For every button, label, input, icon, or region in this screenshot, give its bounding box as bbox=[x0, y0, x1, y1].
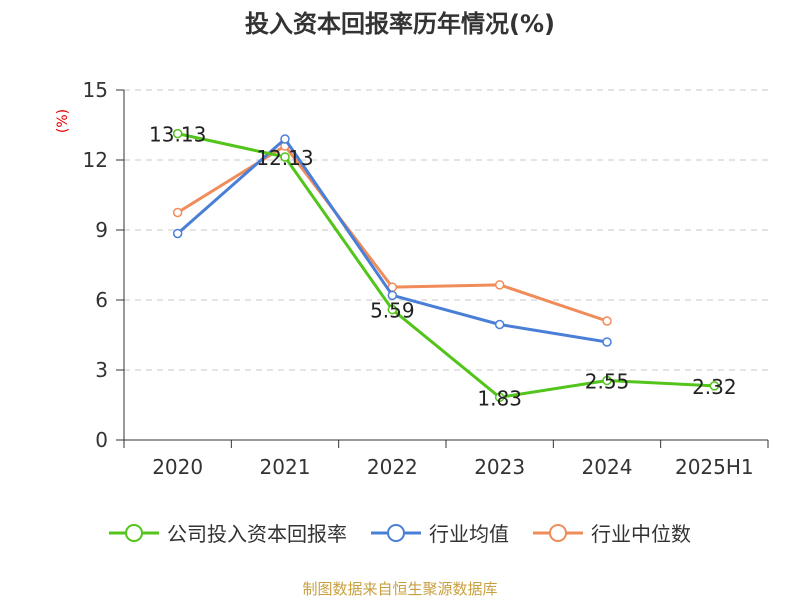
legend-swatch-icon bbox=[109, 523, 159, 542]
data-point bbox=[602, 337, 612, 347]
data-label: 1.83 bbox=[477, 386, 522, 410]
data-label: 2.32 bbox=[692, 375, 737, 399]
data-point bbox=[709, 381, 720, 391]
axes: 0 3 6 9 12 15 2020 2021 2022 2023 2024 2025H1 bbox=[83, 78, 769, 479]
y-tick-label: 12 bbox=[83, 148, 108, 172]
data-point bbox=[172, 128, 183, 139]
y-tick-label: 3 bbox=[95, 358, 108, 382]
data-source-note: 制图数据来自恒生聚源数据库 bbox=[302, 580, 498, 598]
legend-item[interactable]: 行业中位数 bbox=[533, 518, 691, 547]
chart-title: 投入资本回报率历年情况(%) bbox=[245, 10, 555, 38]
series-line-0 bbox=[177, 132, 715, 399]
data-point bbox=[494, 392, 505, 403]
legend: 公司投入资本回报率 行业均值 行业中位数 bbox=[0, 518, 800, 547]
y-tick-label: 15 bbox=[83, 78, 108, 102]
data-point bbox=[172, 207, 183, 218]
x-tick-label: 2021 bbox=[260, 455, 311, 479]
series-lines bbox=[172, 128, 720, 403]
data-point bbox=[280, 134, 290, 144]
data-label: 5.59 bbox=[370, 299, 415, 323]
x-tick-label: 2020 bbox=[152, 455, 203, 479]
legend-swatch-icon bbox=[371, 523, 421, 542]
data-point bbox=[387, 290, 398, 301]
data-labels: 13.13 12.13 5.59 1.83 2.55 2.32 bbox=[149, 123, 737, 411]
data-point bbox=[494, 319, 505, 330]
legend-label: 公司投入资本回报率 bbox=[167, 522, 347, 546]
data-label: 13.13 bbox=[149, 123, 206, 147]
y-tick-label: 0 bbox=[95, 428, 108, 452]
legend-item[interactable]: 行业均值 bbox=[371, 518, 509, 547]
data-label: 12.13 bbox=[256, 146, 313, 170]
legend-swatch-icon bbox=[533, 523, 583, 542]
legend-item[interactable]: 公司投入资本回报率 bbox=[109, 518, 347, 547]
data-point bbox=[602, 375, 612, 386]
legend-label: 行业中位数 bbox=[591, 522, 691, 546]
data-label: 2.55 bbox=[585, 370, 630, 394]
data-point bbox=[172, 228, 183, 239]
legend-label: 行业均值 bbox=[429, 522, 509, 546]
x-tick-label: 2025H1 bbox=[675, 455, 754, 479]
x-tick-label: 2023 bbox=[474, 455, 525, 479]
data-point bbox=[494, 280, 505, 290]
data-point bbox=[387, 304, 398, 315]
x-tick-label: 2022 bbox=[367, 455, 418, 479]
gridlines bbox=[124, 89, 768, 371]
data-point bbox=[602, 316, 612, 326]
x-tick-label: 2024 bbox=[582, 455, 633, 479]
data-point bbox=[280, 152, 290, 162]
y-tick-label: 6 bbox=[95, 288, 108, 312]
y-tick-label: 9 bbox=[95, 218, 108, 242]
